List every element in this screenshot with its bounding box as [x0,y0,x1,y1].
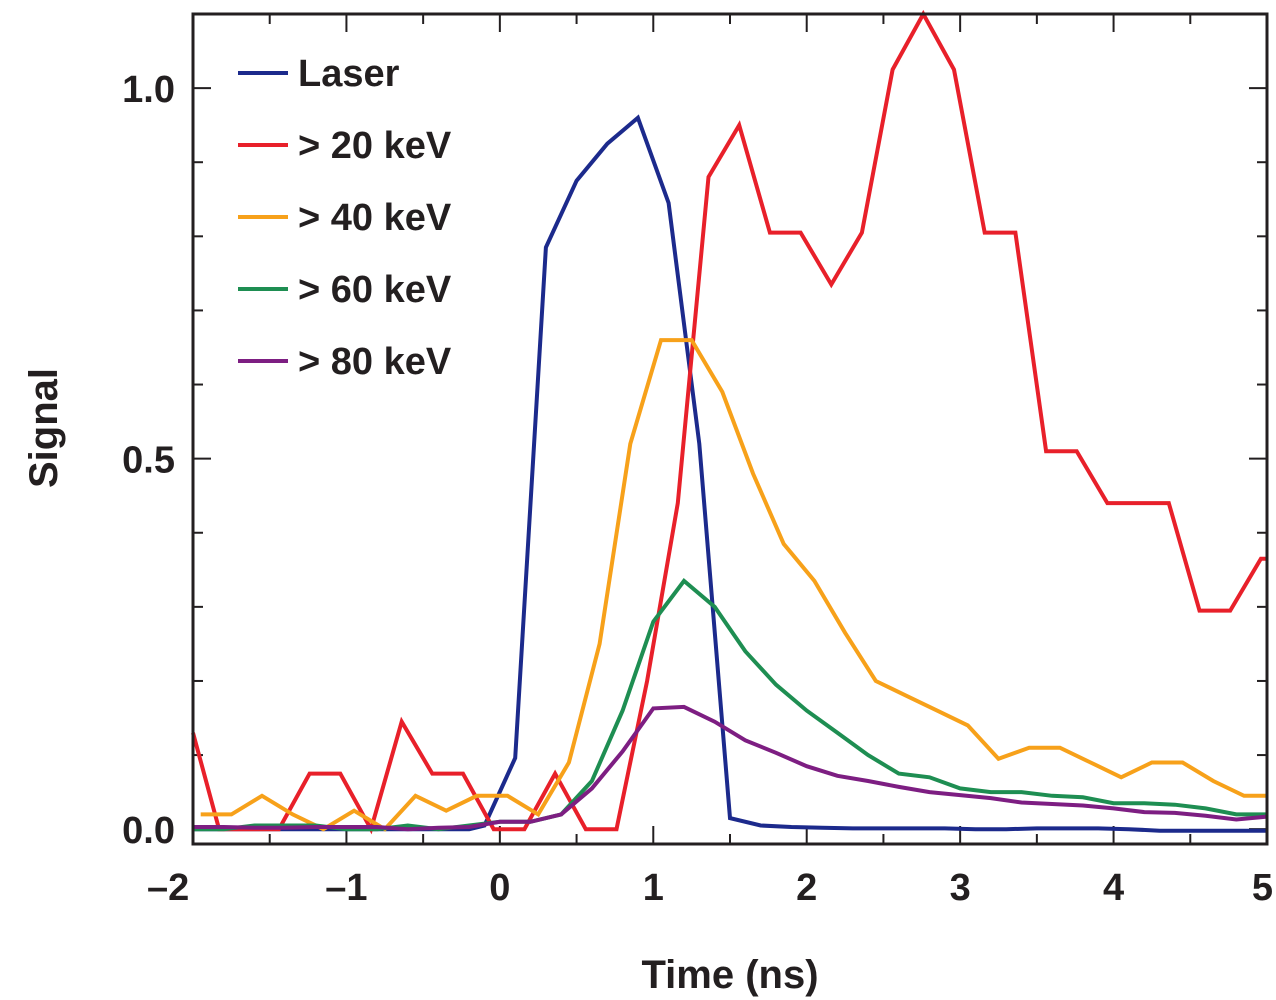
axis-ticks [192,13,1268,844]
series-lines [191,9,1268,835]
y-axis-label: Signal [22,368,66,488]
x-tick-label: 3 [950,867,971,909]
series-line [193,704,1268,832]
x-tick-label: 0 [489,867,510,909]
legend-label: > 20 keV [298,125,452,167]
series-line [193,578,1267,832]
tick-labels: –2 –1 0 1 2 3 4 5 0.0 0.5 1.0 [122,69,1273,909]
x-tick-label: 2 [796,867,817,909]
x-tick-label: 5 [1252,867,1273,909]
plot-frame [191,12,1269,846]
legend-label: > 40 keV [298,197,452,239]
x-tick-label: –2 [147,867,189,909]
x-axis-label: Time (ns) [641,953,818,997]
legend-label: > 80 keV [298,341,452,383]
legend-label: > 60 keV [298,269,452,311]
legend-label: Laser [298,53,400,95]
y-tick-label: 1.0 [122,69,175,111]
y-tick-label: 0.0 [122,810,175,852]
y-tick-label: 0.5 [122,440,175,482]
x-tick-label: –1 [325,867,367,909]
x-tick-label: 1 [643,867,664,909]
series-line [200,338,1267,832]
legend: Laser > 20 keV > 40 keV > 60 keV > 80 keV [238,53,452,383]
x-tick-label: 4 [1103,867,1124,909]
